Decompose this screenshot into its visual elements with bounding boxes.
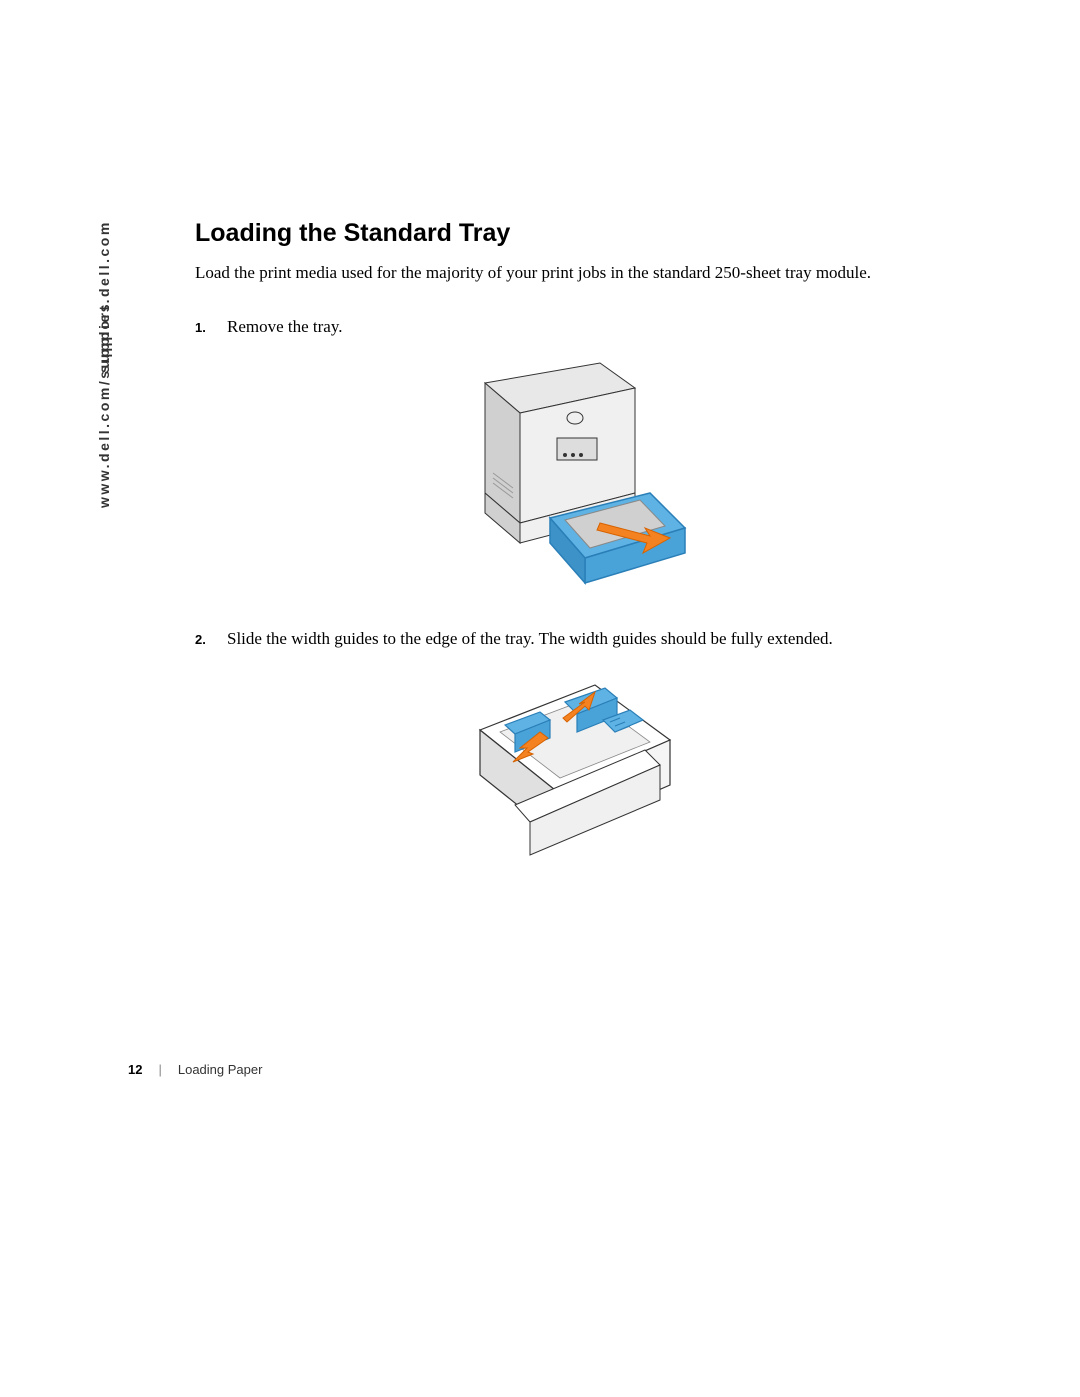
step-text: Remove the tray. [227, 316, 343, 338]
main-content: Loading the Standard Tray Load the print… [195, 219, 935, 890]
page-footer: 12 | Loading Paper [128, 1062, 262, 1077]
footer-separator: | [158, 1062, 161, 1077]
intro-paragraph: Load the print media used for the majori… [195, 262, 935, 284]
step-1: 1. Remove the tray. [195, 316, 935, 338]
sidebar-url-supplies: www.dell.com/supplies [96, 302, 112, 508]
page-number: 12 [128, 1062, 142, 1077]
section-heading: Loading the Standard Tray [195, 219, 935, 248]
figure-printer [195, 358, 935, 598]
printer-illustration [435, 358, 695, 598]
step-text: Slide the width guides to the edge of th… [227, 628, 833, 650]
step-number: 2. [195, 628, 227, 650]
footer-section-title: Loading Paper [178, 1062, 263, 1077]
step-number: 1. [195, 316, 227, 338]
tray-illustration [445, 670, 685, 860]
figure-tray [195, 670, 935, 860]
step-2: 2. Slide the width guides to the edge of… [195, 628, 935, 650]
